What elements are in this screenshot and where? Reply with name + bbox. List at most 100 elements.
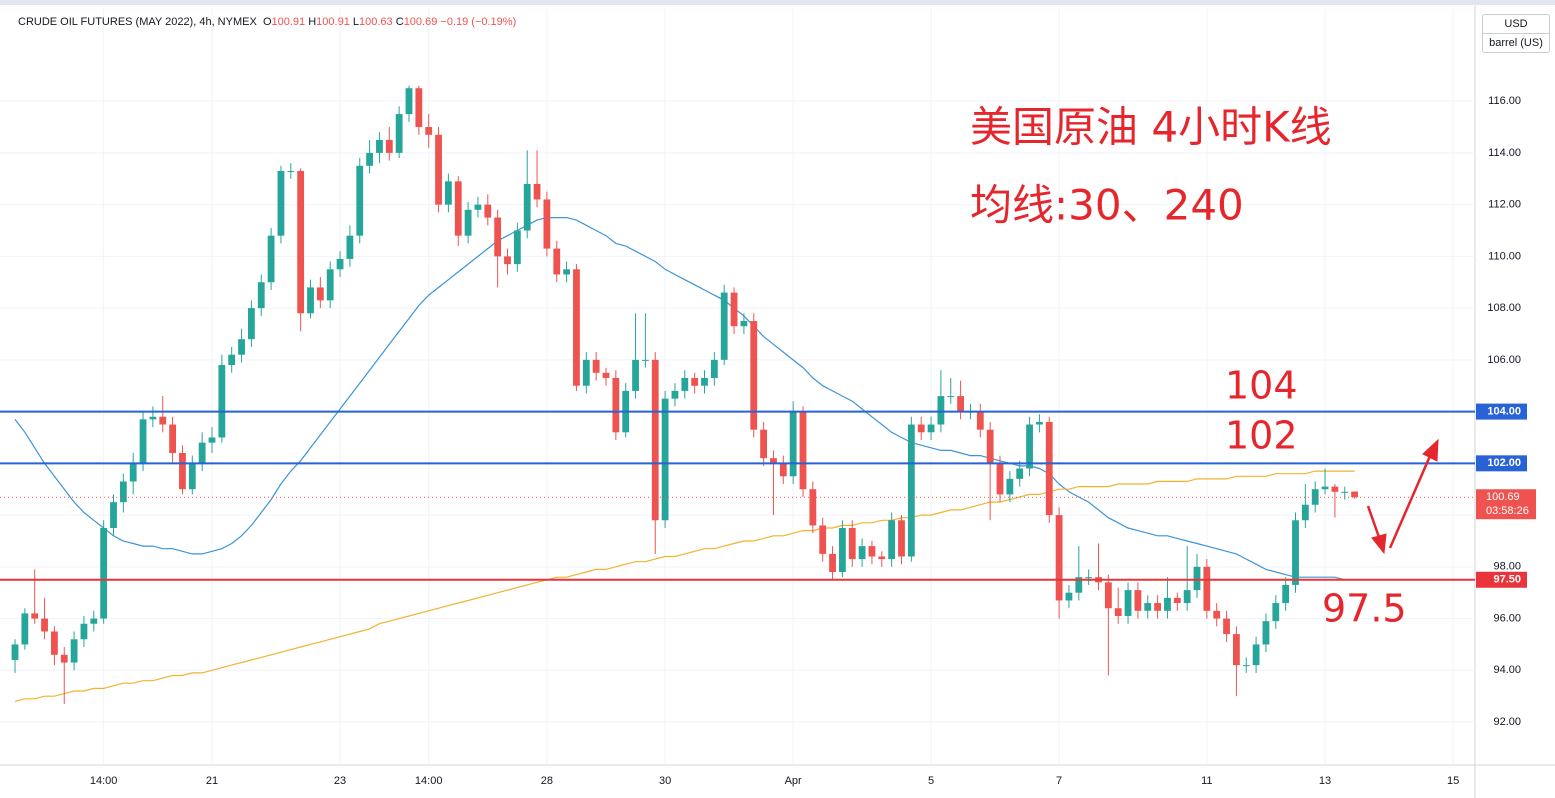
y-tick-label: 92.00 xyxy=(1493,716,1521,728)
y-tick-label: 110.00 xyxy=(1488,250,1521,262)
candle-body xyxy=(809,489,817,526)
candle-body xyxy=(760,429,767,459)
candle-body xyxy=(602,372,610,378)
x-tick-label: 28 xyxy=(541,775,553,787)
candle-body xyxy=(376,139,383,153)
candle-body xyxy=(730,292,738,327)
candle-body xyxy=(129,463,137,482)
candle-body xyxy=(582,359,590,386)
candles xyxy=(11,85,1358,704)
level-label: 102.00 xyxy=(1487,457,1521,469)
candle-body xyxy=(1075,577,1083,593)
ohlc-value: 100.91 xyxy=(316,16,350,28)
candle-body xyxy=(957,396,964,412)
x-tick-label: 23 xyxy=(334,775,346,787)
candle-body xyxy=(297,170,305,314)
candle-body xyxy=(159,416,167,425)
candle-body xyxy=(60,654,68,663)
candle-body xyxy=(898,520,905,557)
annotation: 美国原油 4小时K线 xyxy=(970,103,1332,152)
candle-body xyxy=(651,359,659,521)
symbol-title: CRUDE OIL FUTURES (MAY 2022), 4h, NYMEX xyxy=(18,16,257,28)
candle-body xyxy=(1331,486,1339,492)
candle-body xyxy=(533,183,541,200)
candle-body xyxy=(858,546,866,560)
last-price-box xyxy=(1476,489,1536,520)
candle-body xyxy=(710,359,718,378)
countdown-label: 03:58:26 xyxy=(1486,505,1529,517)
x-tick-label: 5 xyxy=(928,775,934,787)
candle-body xyxy=(415,88,423,128)
candle-body xyxy=(248,308,255,340)
unit-box[interactable]: USD barrel (US) xyxy=(1482,14,1550,53)
ohlc: O100.91 H100.91 L100.63 C100.69 xyxy=(263,16,440,28)
x-tick-label: 13 xyxy=(1319,775,1331,787)
candle-body xyxy=(149,416,157,420)
candle-body xyxy=(119,481,127,503)
candle-body xyxy=(927,424,935,433)
candle-body xyxy=(1114,608,1122,616)
grid xyxy=(0,8,1475,765)
candle-body xyxy=(198,442,206,464)
unit: barrel (US) xyxy=(1489,37,1543,49)
candle-body xyxy=(405,88,413,115)
ohlc-key: H xyxy=(308,16,317,28)
x-tick-label: 14:00 xyxy=(90,775,118,787)
annotation: 102 xyxy=(1225,414,1298,458)
candle-body xyxy=(917,424,925,433)
candle-body xyxy=(31,613,39,619)
candle-body xyxy=(720,292,728,360)
y-tick-label: 112.00 xyxy=(1488,199,1521,211)
y-tick-label: 106.00 xyxy=(1487,354,1521,366)
candle-body xyxy=(523,183,531,231)
candle-body xyxy=(1104,582,1112,609)
candle-body xyxy=(1252,644,1260,666)
candle-body xyxy=(1173,597,1181,604)
candle-body xyxy=(100,528,108,619)
candle-body xyxy=(1272,603,1280,622)
candle-body xyxy=(1055,515,1063,601)
candle-body xyxy=(947,396,955,398)
candle-body xyxy=(474,204,482,210)
candle-body xyxy=(21,613,29,645)
moving-average xyxy=(14,217,1355,581)
y-tick-label: 114.00 xyxy=(1488,147,1521,159)
candle-body xyxy=(1301,504,1309,521)
candle-body xyxy=(70,639,78,663)
candle-body xyxy=(395,114,403,153)
candle-body xyxy=(770,458,777,464)
candle-body xyxy=(1045,421,1053,516)
axes: 92.0094.0096.0098.00100.00102.00104.0010… xyxy=(90,95,1536,787)
candle-body xyxy=(385,139,393,153)
candle-body xyxy=(494,217,502,257)
candle-body xyxy=(1036,421,1043,425)
candle-body xyxy=(1292,520,1299,585)
candle-body xyxy=(257,282,265,309)
x-tick-label: 11 xyxy=(1201,775,1212,787)
candle-body xyxy=(701,377,708,386)
candle-body xyxy=(1203,566,1211,611)
candle-body xyxy=(1223,618,1230,635)
y-tick-label: 108.00 xyxy=(1487,302,1521,314)
ohlc-value: 100.91 xyxy=(271,16,306,28)
candle-body xyxy=(553,248,561,275)
candle-body xyxy=(642,359,649,361)
x-tick-label: 7 xyxy=(1056,775,1062,787)
candle-body xyxy=(592,359,600,373)
candle-body xyxy=(90,618,98,624)
candle-body xyxy=(740,321,748,327)
candle-body xyxy=(819,525,827,554)
candle-body xyxy=(435,134,442,205)
level-label-box xyxy=(1476,403,1527,420)
candle-body xyxy=(1144,603,1152,611)
levels xyxy=(0,410,1475,581)
candle-body xyxy=(789,411,797,477)
candle-body xyxy=(868,546,876,557)
candle-body xyxy=(779,463,787,477)
candle-body xyxy=(1321,486,1329,490)
ohlc-key: C xyxy=(395,16,404,28)
candle-body xyxy=(346,235,354,259)
last-price-label: 100.69 xyxy=(1486,491,1520,503)
